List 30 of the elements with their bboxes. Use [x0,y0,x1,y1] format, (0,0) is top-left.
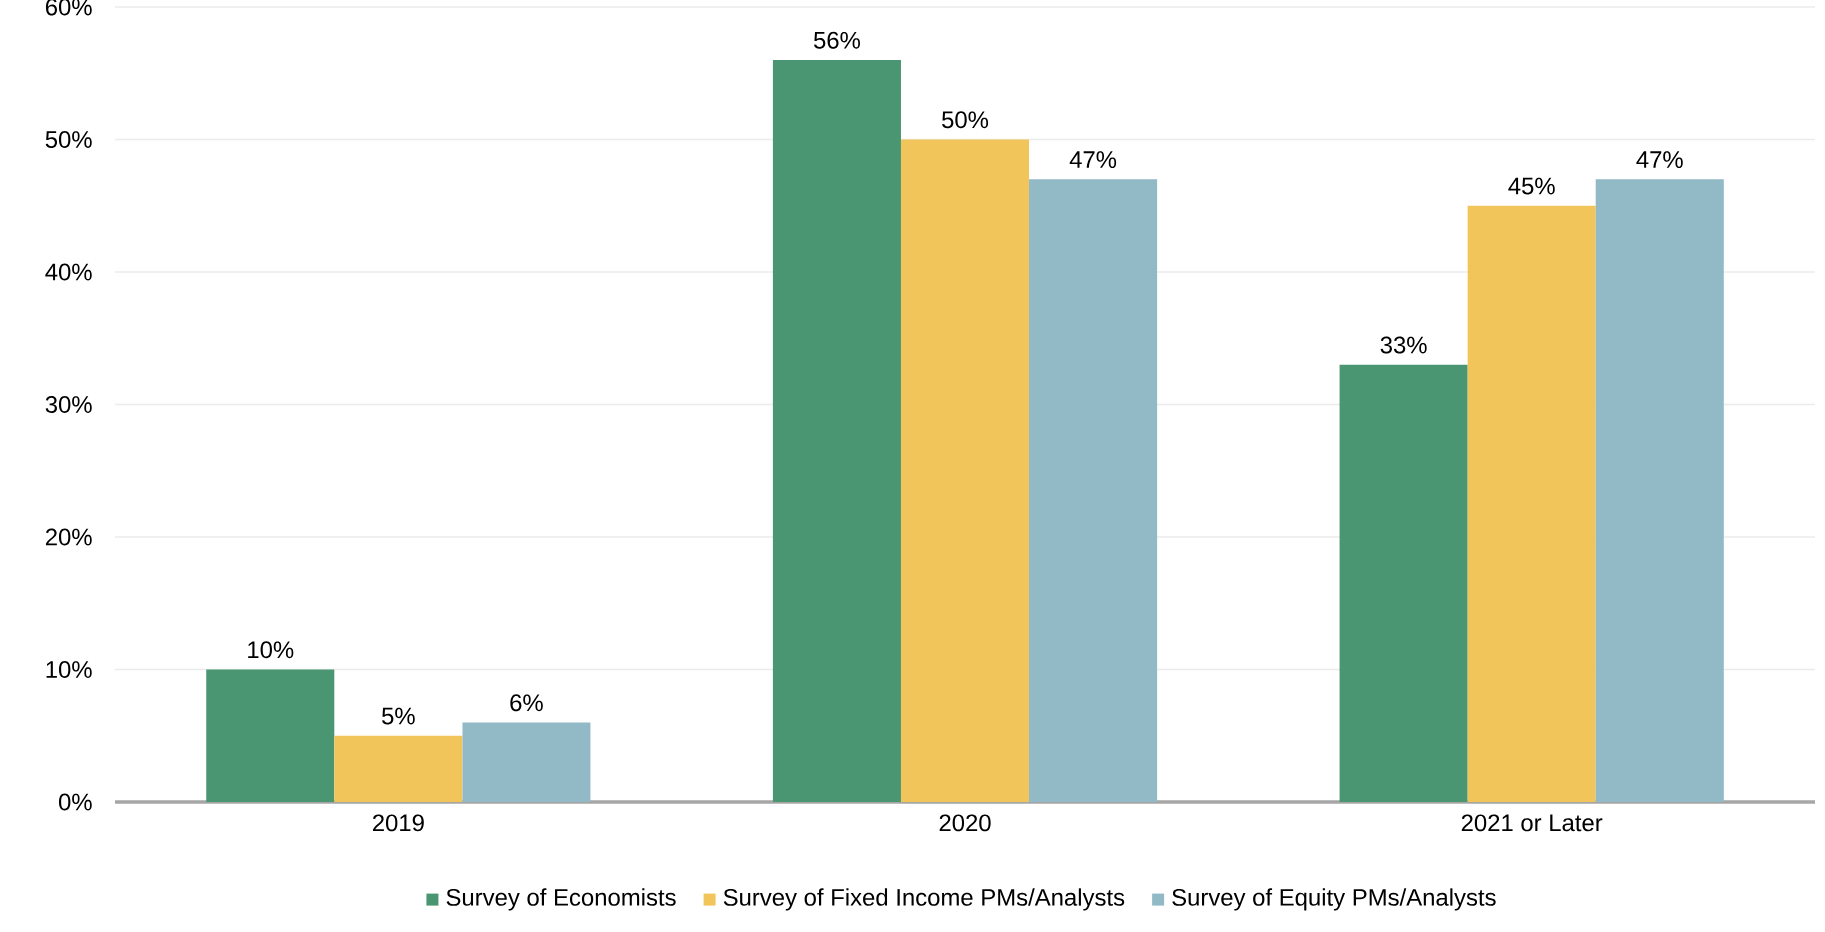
data-label: 56% [813,31,860,49]
bar [900,139,1030,802]
data-label: 50% [942,111,989,129]
legend-label: Survey of Fixed Income PMs/Analysts [723,888,1125,911]
x-tick-label: 2020 [939,814,991,832]
y-tick-label: 20% [45,528,92,546]
legend-label: Survey of Equity PMs/Analysts [1172,888,1496,911]
y-tick-label: 30% [45,396,92,413]
bar [462,722,591,802]
y-tick-label: 0% [58,793,92,811]
bar [772,59,901,802]
data-label: 47% [1069,151,1117,169]
data-label: 10% [248,641,294,659]
y-tick-label: 10% [46,661,92,678]
bar [206,669,335,802]
legend-label: Survey of Economists [446,888,676,911]
bar [334,735,463,802]
bar [1595,179,1724,802]
data-label: 47% [1636,151,1683,169]
y-tick-label: 50% [45,131,92,148]
bar [1339,364,1468,802]
data-label: 5% [382,707,415,725]
bar [1467,205,1596,802]
x-tick-label: 2021 or Later [1461,814,1603,832]
data-label: 6% [510,694,543,712]
bar [1029,179,1158,802]
x-tick-label: 2019 [372,814,424,832]
data-label: 33% [1380,336,1427,354]
data-label: 45% [1508,177,1555,195]
y-tick-label: 40% [45,263,92,281]
